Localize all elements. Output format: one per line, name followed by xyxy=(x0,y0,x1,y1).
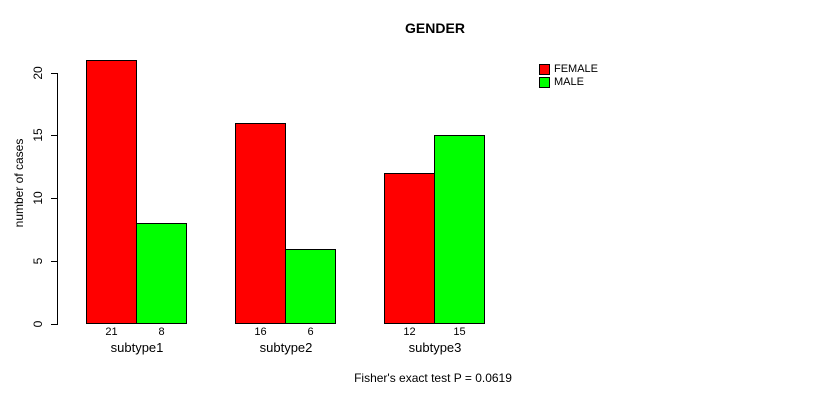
bar-count-female-subtype2: 16 xyxy=(254,326,267,338)
y-tick-label-10: 10 xyxy=(31,191,45,205)
category-label-subtype1: subtype1 xyxy=(110,340,164,355)
bar-female-subtype1 xyxy=(86,60,137,324)
legend-label-female: FEMALE xyxy=(554,63,599,75)
bar-count-male-subtype1: 8 xyxy=(158,326,165,338)
category-label-subtype2: subtype2 xyxy=(259,340,313,355)
category-label-subtype3: subtype3 xyxy=(408,340,462,355)
legend-swatch-male xyxy=(539,77,550,88)
stat-test-caption: Fisher's exact test P = 0.0619 xyxy=(354,371,512,385)
bar-count-female-subtype1: 21 xyxy=(105,326,118,338)
y-axis-label: number of cases xyxy=(12,138,26,228)
legend-swatch-female xyxy=(539,64,550,75)
bar-male-subtype1 xyxy=(136,223,187,324)
legend: FEMALE MALE xyxy=(539,63,598,89)
chart-title: GENDER xyxy=(405,20,465,36)
legend-item-male: MALE xyxy=(539,76,598,89)
y-tick-line-20 xyxy=(51,73,57,74)
bar-female-subtype2 xyxy=(235,123,286,324)
y-tick-label-15: 15 xyxy=(31,128,45,142)
y-tick-line-10 xyxy=(51,198,57,199)
bar-count-male-subtype3: 15 xyxy=(453,326,466,338)
y-tick-label-20: 20 xyxy=(31,66,45,80)
bar-male-subtype2 xyxy=(285,249,336,324)
bar-female-subtype3 xyxy=(384,173,435,324)
bar-count-male-subtype2: 6 xyxy=(307,326,314,338)
y-tick-line-5 xyxy=(51,261,57,262)
y-tick-line-15 xyxy=(51,135,57,136)
bar-male-subtype3 xyxy=(434,135,485,324)
bar-count-female-subtype3: 12 xyxy=(403,326,416,338)
y-axis-line xyxy=(57,73,58,325)
y-tick-line-0 xyxy=(51,324,57,325)
legend-item-female: FEMALE xyxy=(539,63,598,76)
y-tick-label-0: 0 xyxy=(31,320,45,328)
y-tick-label-5: 5 xyxy=(31,257,45,265)
legend-label-male: MALE xyxy=(554,76,584,88)
